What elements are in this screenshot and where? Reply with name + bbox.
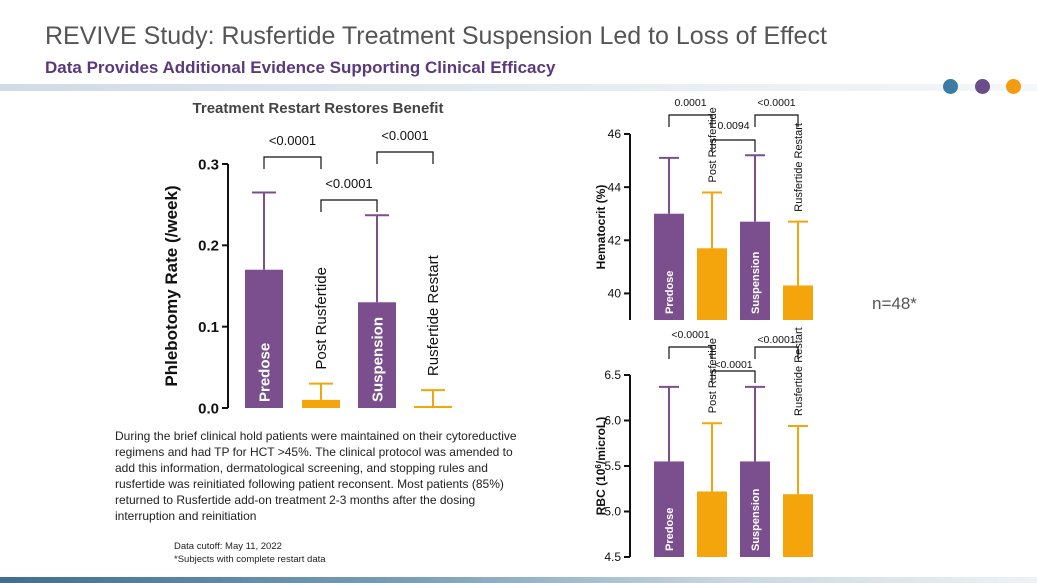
chart2-y-tick-label: 44: [608, 180, 622, 194]
chart3-comparison-bracket: [668, 346, 713, 359]
chart3-category-label: Predose: [664, 508, 676, 551]
chart1-y-tick-label: 0.2: [198, 238, 219, 255]
chart3-bar: [697, 491, 727, 557]
chart2-comparison-bracket: [754, 114, 799, 127]
chart1-p-value-label: <0.0001: [269, 133, 316, 148]
decor-dot-purple: [975, 79, 990, 94]
footer-divider: [0, 577, 1037, 583]
chart2-y-tick-label: 46: [608, 127, 622, 141]
chart3-y-axis-label: RBC (106/microL): [594, 417, 609, 515]
chart3-comparison-bracket: [711, 370, 756, 383]
description-paragraph: During the brief clinical hold patients …: [115, 429, 517, 523]
chart3-y-tick-label: 4.5: [604, 550, 621, 564]
chart2-comparison-bracket: [711, 139, 756, 152]
chart1-y-axis-label: Phlebotomy Rate (/week): [162, 185, 181, 386]
chart2-y-tick-label: 42: [608, 233, 622, 247]
chart3-p-value-label: <0.0001: [714, 359, 752, 371]
chart2-bar: [697, 248, 727, 320]
page-subtitle: Data Provides Additional Evidence Suppor…: [45, 58, 556, 77]
chart2-p-value-label: 0.0001: [674, 97, 706, 109]
chart1-category-label: Predose: [256, 343, 273, 402]
chart2-bar: [740, 221, 770, 320]
chart3-bar: [783, 494, 813, 557]
chart1-category-label: Post Rusfertide: [313, 267, 330, 370]
chart2-category-label: Suspension: [750, 251, 762, 314]
chart1-y-tick-label: 0.0: [198, 400, 219, 417]
chart1-bar: [358, 302, 396, 408]
chart3-y-tick-label: 5.0: [604, 505, 621, 519]
chart1-bar: [245, 269, 283, 408]
chart1-y-tick-label: 0.1: [198, 319, 219, 336]
chart1-bar: [302, 399, 340, 408]
chart2-category-label: Post Rusfertide: [707, 107, 719, 182]
chart1-comparison-bracket: [376, 151, 434, 164]
chart1-comparison-bracket: [320, 199, 378, 212]
chart3-bar: [740, 461, 770, 557]
chart1-y-tick-label: 0.3: [198, 156, 219, 173]
page-title: REVIVE Study: Rusfertide Treatment Suspe…: [45, 22, 827, 50]
chart1-p-value-label: <0.0001: [325, 176, 372, 191]
chart2-category-label: Rusfertide Restart: [793, 123, 805, 212]
chart2-y-axis-label: Hematocrit (%): [594, 185, 608, 270]
chart3-y-tick-label: 6.5: [604, 368, 621, 382]
chart2-bar: [654, 213, 684, 320]
chart3-y-tick-label: 5.5: [604, 459, 621, 473]
chart3-y-tick-label: 6.0: [604, 414, 621, 428]
chart3-p-value-label: <0.0001: [757, 334, 795, 346]
chart1-category-label: Rusfertide Restart: [425, 254, 442, 376]
chart3-category-label: Rusfertide Restart: [793, 327, 805, 416]
header-divider: [0, 84, 1037, 91]
chart2-p-value-label: 0.0094: [717, 120, 749, 132]
chart1-comparison-bracket: [263, 156, 322, 169]
chart2-p-value-label: <0.0001: [757, 97, 795, 109]
chart3-p-value-label: <0.0001: [671, 329, 709, 341]
chart3-bar: [654, 461, 684, 557]
chart1-category-label: Suspension: [369, 317, 386, 402]
chart2-y-tick-label: 40: [608, 287, 622, 301]
chart2-comparison-bracket: [668, 114, 713, 127]
sample-size-label: n=48*: [872, 294, 917, 313]
chart3-comparison-bracket: [754, 346, 799, 359]
chart1-title: Treatment Restart Restores Benefit: [193, 100, 444, 117]
chart3-category-label: Post Rusfertide: [707, 338, 719, 413]
decor-dot-orange: [1006, 79, 1021, 94]
chart2-category-label: Predose: [664, 271, 676, 314]
chart2-bar: [783, 285, 813, 320]
chart3-category-label: Suspension: [750, 488, 762, 551]
chart1-p-value-label: <0.0001: [381, 128, 428, 143]
data-cutoff-note: Data cutoff: May 11, 2022: [174, 541, 282, 552]
subjects-note: *Subjects with complete restart data: [174, 554, 326, 565]
decor-dot-blue: [943, 79, 958, 94]
